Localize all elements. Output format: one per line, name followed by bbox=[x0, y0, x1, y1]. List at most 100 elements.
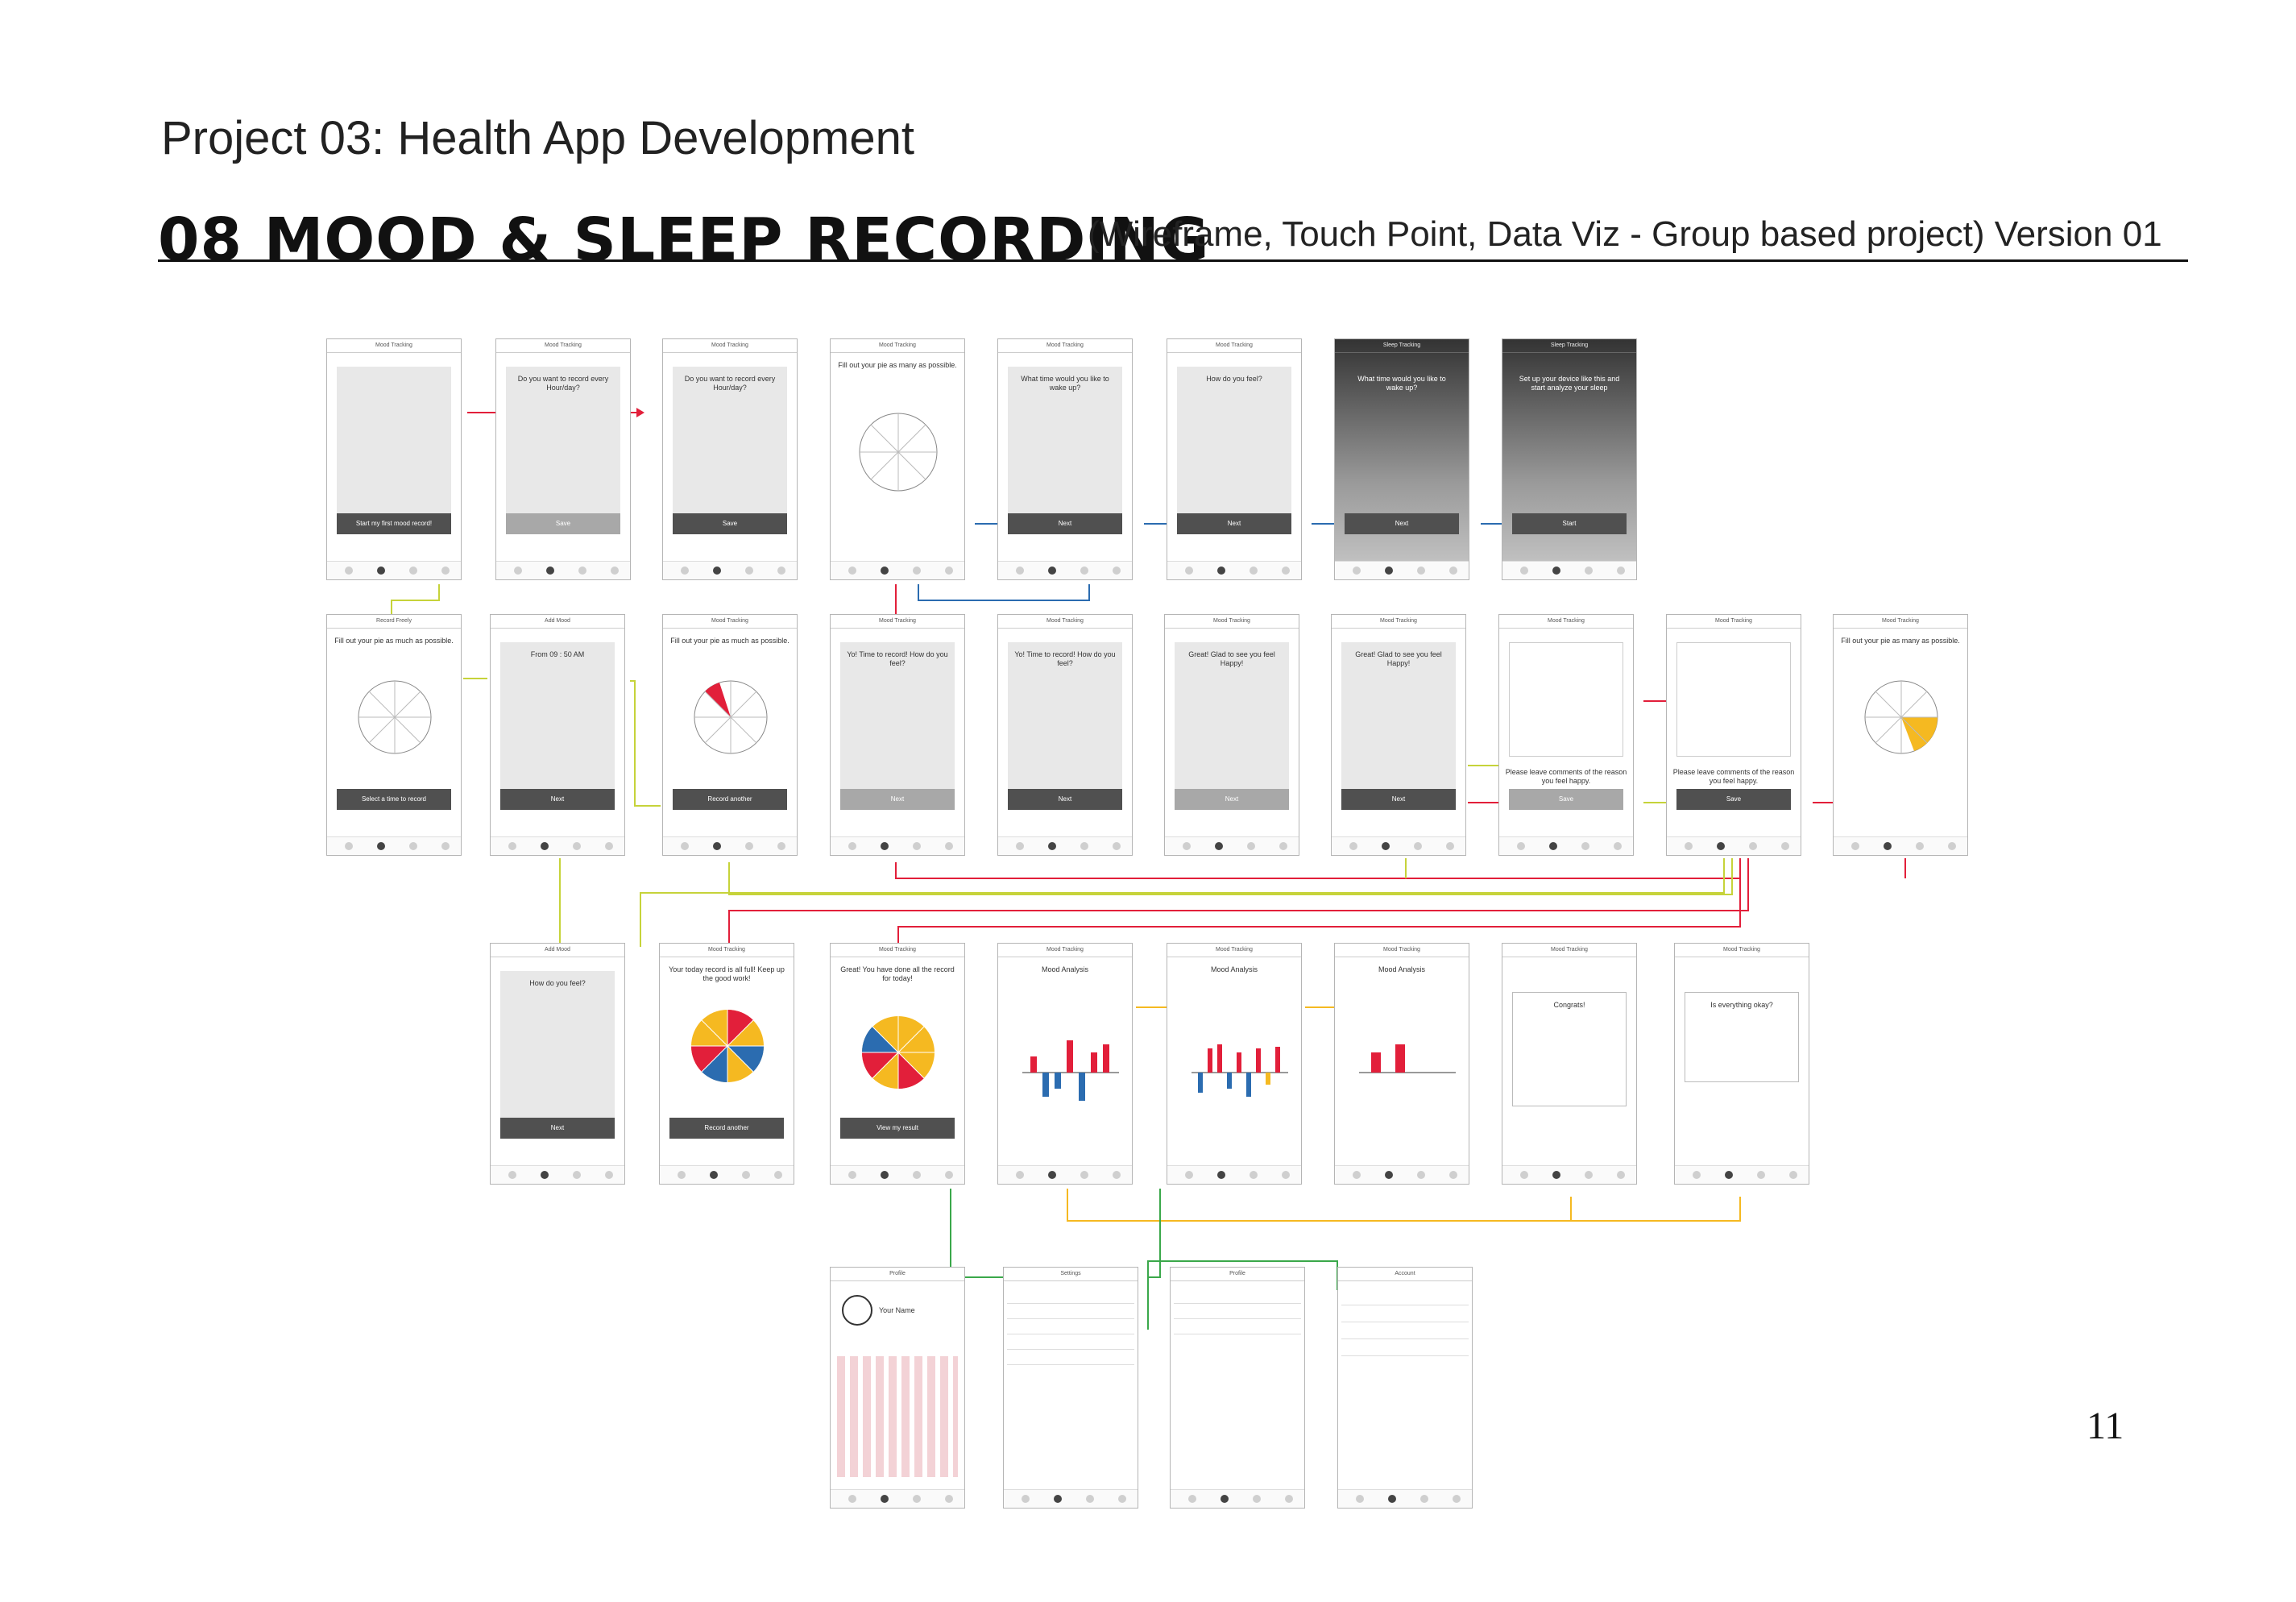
moon-icon[interactable] bbox=[1417, 567, 1425, 575]
save-button[interactable]: Save bbox=[1676, 789, 1791, 810]
screen-r2-8[interactable]: Mood Tracking Please leave comments of t… bbox=[1498, 614, 1634, 856]
moon-icon[interactable] bbox=[1080, 567, 1088, 575]
mood-icon[interactable] bbox=[377, 842, 385, 850]
next-button[interactable]: Next bbox=[1345, 513, 1459, 534]
moon-icon[interactable] bbox=[1420, 1495, 1428, 1503]
moon-icon[interactable] bbox=[573, 1171, 581, 1179]
mood-icon[interactable] bbox=[1725, 1171, 1733, 1179]
profile-icon[interactable] bbox=[1113, 567, 1121, 575]
screen-r2-2[interactable]: Add Mood From 09 : 50 AM Next bbox=[490, 614, 625, 856]
profile-icon[interactable] bbox=[1449, 567, 1457, 575]
tab-bar[interactable] bbox=[831, 561, 964, 579]
profile-icon[interactable] bbox=[1118, 1495, 1126, 1503]
moon-icon[interactable] bbox=[1247, 842, 1255, 850]
primary-button[interactable]: Start my first mood record! bbox=[337, 513, 451, 534]
mood-icon[interactable] bbox=[713, 842, 721, 850]
moon-icon[interactable] bbox=[1250, 567, 1258, 575]
moon-icon[interactable] bbox=[913, 567, 921, 575]
profile-icon[interactable] bbox=[1789, 1171, 1797, 1179]
alert-dialog[interactable]: Is everything okay? bbox=[1685, 992, 1799, 1082]
screen-r3-5[interactable]: Mood Tracking Mood Analysis bbox=[1167, 943, 1302, 1185]
home-icon[interactable] bbox=[678, 1171, 686, 1179]
mood-icon[interactable] bbox=[1385, 1171, 1393, 1179]
moon-icon[interactable] bbox=[1417, 1171, 1425, 1179]
tab-bar[interactable] bbox=[998, 1165, 1132, 1184]
home-icon[interactable] bbox=[1188, 1495, 1196, 1503]
profile-icon[interactable] bbox=[1617, 567, 1625, 575]
tab-bar[interactable] bbox=[831, 836, 964, 855]
moon-icon[interactable] bbox=[913, 842, 921, 850]
moon-icon[interactable] bbox=[578, 567, 586, 575]
settings-list[interactable] bbox=[1007, 1289, 1134, 1369]
profile-icon[interactable] bbox=[1948, 842, 1956, 850]
profile-icon[interactable] bbox=[611, 567, 619, 575]
profile-icon[interactable] bbox=[1282, 567, 1290, 575]
tab-bar[interactable] bbox=[663, 561, 797, 579]
profile-icon[interactable] bbox=[1446, 842, 1454, 850]
tab-bar[interactable] bbox=[1004, 1489, 1138, 1508]
home-icon[interactable] bbox=[1517, 842, 1525, 850]
pie-wheel[interactable] bbox=[831, 396, 965, 508]
tab-bar[interactable] bbox=[1165, 836, 1299, 855]
home-icon[interactable] bbox=[1016, 1171, 1024, 1179]
record-another-button[interactable]: Record another bbox=[673, 789, 787, 810]
screen-r3-8[interactable]: Mood Tracking Is everything okay? bbox=[1674, 943, 1809, 1185]
screen-profile-edit[interactable]: Profile bbox=[1170, 1267, 1305, 1509]
screen-r3-6[interactable]: Mood Tracking Mood Analysis bbox=[1334, 943, 1469, 1185]
moon-icon[interactable] bbox=[409, 567, 417, 575]
moon-icon[interactable] bbox=[1250, 1171, 1258, 1179]
profile-icon[interactable] bbox=[777, 567, 785, 575]
next-button[interactable]: Next bbox=[500, 1118, 615, 1139]
profile-icon[interactable] bbox=[777, 842, 785, 850]
mood-icon[interactable] bbox=[377, 567, 385, 575]
tab-bar[interactable] bbox=[491, 1165, 624, 1184]
tab-bar[interactable] bbox=[1167, 561, 1301, 579]
screen-r1-7[interactable]: Sleep Tracking What time would you like … bbox=[1334, 338, 1469, 580]
mood-icon[interactable] bbox=[1552, 567, 1560, 575]
home-icon[interactable] bbox=[681, 842, 689, 850]
save-button[interactable]: Save bbox=[506, 513, 620, 534]
next-button[interactable]: Next bbox=[1341, 789, 1456, 810]
moon-icon[interactable] bbox=[1080, 1171, 1088, 1179]
mood-icon[interactable] bbox=[1221, 1495, 1229, 1503]
profile-icon[interactable] bbox=[1113, 1171, 1121, 1179]
screen-r2-4[interactable]: Mood Tracking Yo! Time to record! How do… bbox=[830, 614, 965, 856]
mood-icon[interactable] bbox=[710, 1171, 718, 1179]
tab-bar[interactable] bbox=[1667, 836, 1801, 855]
moon-icon[interactable] bbox=[1585, 567, 1593, 575]
mood-calendar[interactable] bbox=[837, 1356, 958, 1477]
mood-icon[interactable] bbox=[881, 1171, 889, 1179]
profile-icon[interactable] bbox=[605, 842, 613, 850]
screen-r3-3[interactable]: Mood Tracking Great! You have done all t… bbox=[830, 943, 965, 1185]
mood-icon[interactable] bbox=[1388, 1495, 1396, 1503]
moon-icon[interactable] bbox=[1749, 842, 1757, 850]
home-icon[interactable] bbox=[1356, 1495, 1364, 1503]
account-fields[interactable] bbox=[1341, 1289, 1469, 1361]
tab-bar[interactable] bbox=[496, 561, 630, 579]
moon-icon[interactable] bbox=[913, 1495, 921, 1503]
moon-icon[interactable] bbox=[1414, 842, 1422, 850]
screen-profile[interactable]: Profile Your Name bbox=[830, 1267, 965, 1509]
moon-icon[interactable] bbox=[742, 1171, 750, 1179]
profile-icon[interactable] bbox=[945, 1495, 953, 1503]
save-button[interactable]: Save bbox=[1509, 789, 1623, 810]
home-icon[interactable] bbox=[345, 567, 353, 575]
next-button[interactable]: Next bbox=[1177, 513, 1291, 534]
home-icon[interactable] bbox=[681, 567, 689, 575]
profile-icon[interactable] bbox=[1453, 1495, 1461, 1503]
mood-icon[interactable] bbox=[1048, 842, 1056, 850]
congrats-dialog[interactable]: Congrats! bbox=[1512, 992, 1627, 1106]
moon-icon[interactable] bbox=[1080, 842, 1088, 850]
moon-icon[interactable] bbox=[409, 842, 417, 850]
home-icon[interactable] bbox=[508, 842, 516, 850]
tab-bar[interactable] bbox=[1171, 1489, 1304, 1508]
mood-icon[interactable] bbox=[881, 567, 889, 575]
record-another-button[interactable]: Record another bbox=[669, 1118, 784, 1139]
moon-icon[interactable] bbox=[745, 567, 753, 575]
tab-bar[interactable] bbox=[491, 836, 624, 855]
screen-r2-3[interactable]: Mood Tracking Fill out your pie as much … bbox=[662, 614, 798, 856]
profile-icon[interactable] bbox=[1614, 842, 1622, 850]
home-icon[interactable] bbox=[1353, 1171, 1361, 1179]
home-icon[interactable] bbox=[1185, 567, 1193, 575]
home-icon[interactable] bbox=[514, 567, 522, 575]
